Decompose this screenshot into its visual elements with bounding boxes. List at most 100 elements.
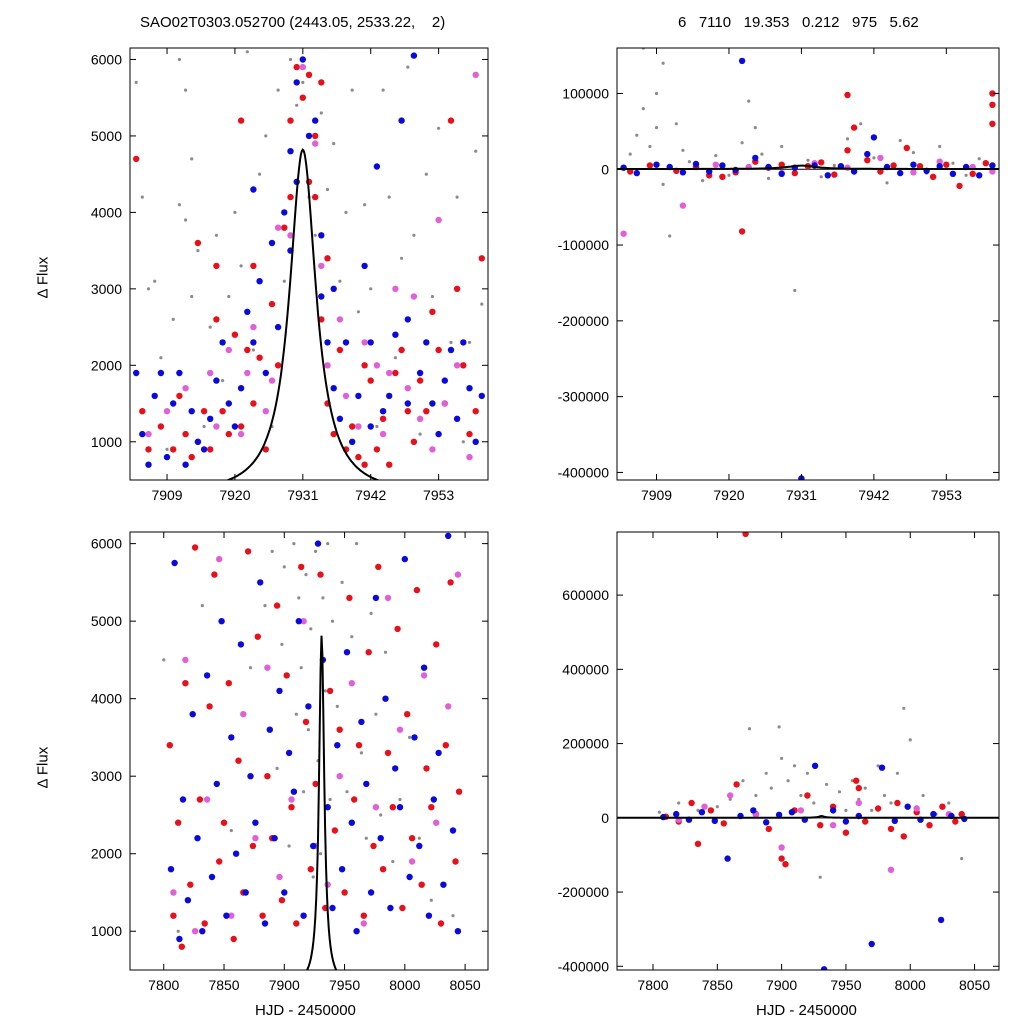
- data-point-grey: [727, 173, 731, 177]
- data-point-blue: [329, 904, 336, 912]
- x-axis-label-bottom-left: HJD - 2450000: [255, 1002, 356, 1019]
- data-point-blue: [870, 134, 878, 141]
- data-point-grey: [176, 929, 180, 933]
- data-point-blue: [225, 400, 232, 407]
- data-point-red: [293, 63, 300, 71]
- data-point-grey: [288, 57, 293, 62]
- data-point-blue: [287, 148, 294, 155]
- data-point-magenta: [778, 844, 785, 851]
- data-point-grey: [793, 288, 797, 293]
- data-point-magenta: [408, 858, 416, 865]
- x-tick-label: 7953: [423, 487, 454, 503]
- data-point-red: [900, 833, 907, 840]
- data-point-red: [413, 586, 421, 594]
- data-point-red: [952, 818, 959, 825]
- data-point-grey: [714, 154, 718, 158]
- data-point-blue: [203, 672, 211, 679]
- data-point-grey: [323, 689, 327, 693]
- data-point-red: [887, 825, 895, 833]
- data-point-red: [244, 346, 251, 354]
- data-point-grey: [200, 604, 204, 608]
- data-point-grey: [356, 310, 360, 314]
- data-point-magenta: [244, 369, 251, 377]
- data-point-blue: [343, 649, 351, 656]
- data-point-red: [855, 784, 862, 792]
- data-point-blue: [453, 415, 461, 422]
- data-point-magenta: [324, 881, 331, 888]
- data-point-blue: [377, 835, 384, 842]
- data-point-grey: [449, 340, 453, 344]
- data-point-blue: [139, 430, 146, 438]
- data-point-magenta: [372, 804, 380, 811]
- data-point-blue: [386, 392, 393, 400]
- data-point-blue: [157, 369, 165, 377]
- data-point-blue: [237, 385, 245, 392]
- data-point-blue: [398, 117, 405, 124]
- y-tick-label: 200000: [562, 736, 609, 752]
- data-point-grey: [383, 650, 388, 654]
- x-tick-label: 7909: [151, 487, 182, 503]
- data-point-blue: [404, 400, 411, 407]
- data-point-magenta: [712, 161, 719, 168]
- data-point-blue: [170, 400, 177, 407]
- data-point-blue: [363, 780, 370, 788]
- data-point-blue: [314, 540, 322, 547]
- data-point-blue: [242, 889, 249, 896]
- data-point-blue: [429, 400, 436, 407]
- data-point-grey: [258, 172, 262, 176]
- data-point-red: [429, 308, 436, 315]
- x-tick-label: 7900: [269, 977, 300, 993]
- data-point-red: [365, 649, 372, 656]
- data-point-red: [707, 807, 715, 814]
- data-point-red: [219, 408, 226, 415]
- data-point-red: [926, 822, 933, 829]
- data-point-blue: [396, 804, 404, 811]
- fit-curve: [617, 814, 999, 819]
- data-point-red: [379, 866, 387, 873]
- data-point-blue: [261, 920, 269, 927]
- data-point-grey: [319, 111, 323, 115]
- data-point-blue: [208, 873, 216, 881]
- data-point-blue: [133, 369, 140, 377]
- data-point-red: [213, 316, 220, 323]
- data-point-blue: [290, 788, 298, 795]
- data-point-grey: [648, 144, 652, 149]
- data-point-blue: [276, 687, 283, 695]
- data-point-blue: [430, 796, 437, 803]
- data-point-magenta: [268, 377, 276, 384]
- data-point-red: [259, 912, 266, 919]
- data-point-blue: [189, 711, 196, 718]
- data-point-grey: [292, 542, 296, 546]
- data-point-grey: [898, 138, 902, 143]
- data-point-grey: [764, 771, 768, 775]
- data-point-blue: [460, 339, 467, 346]
- data-point-grey: [184, 88, 188, 92]
- data-point-red: [874, 805, 882, 812]
- data-point-grey: [668, 234, 672, 238]
- data-point-grey: [387, 195, 391, 199]
- data-point-red: [237, 423, 245, 430]
- data-point-grey: [837, 790, 842, 794]
- data-point-red: [200, 408, 208, 415]
- data-point-grey: [832, 163, 836, 168]
- data-point-grey: [214, 233, 218, 237]
- data-point-grey: [381, 88, 385, 92]
- data-point-red: [765, 825, 772, 833]
- data-point-red: [318, 79, 325, 86]
- data-point-grey: [654, 126, 659, 130]
- data-point-red: [133, 155, 140, 163]
- data-point-grey: [777, 725, 781, 729]
- data-point-grey: [184, 218, 188, 222]
- data-point-red: [182, 680, 189, 687]
- data-point-red: [312, 193, 319, 201]
- data-point-blue: [447, 346, 455, 354]
- data-point-red: [778, 855, 785, 862]
- data-point-magenta: [145, 430, 152, 438]
- data-point-grey: [859, 122, 863, 126]
- data-point-red: [416, 377, 424, 384]
- data-point-red: [231, 331, 239, 338]
- data-point-magenta: [420, 672, 428, 679]
- data-point-grey: [870, 808, 874, 813]
- y-tick-label: -300000: [558, 389, 610, 405]
- data-point-blue: [247, 773, 254, 780]
